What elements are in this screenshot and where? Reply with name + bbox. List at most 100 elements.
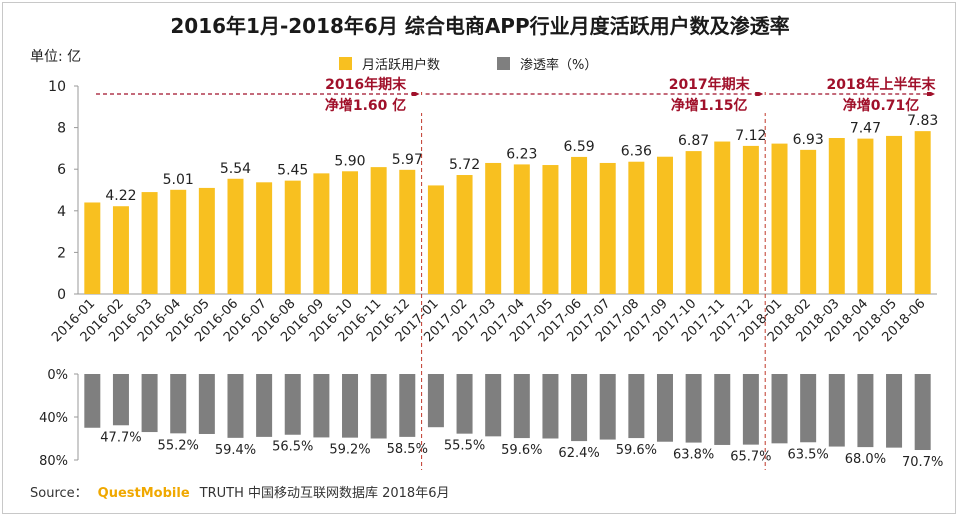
y-tick-label: 6 bbox=[57, 162, 66, 178]
y-tick-label: 10 bbox=[48, 79, 66, 95]
penetration-bar bbox=[313, 374, 330, 438]
mau-bar bbox=[284, 180, 301, 294]
legend-item-penetration: 渗透率（%） bbox=[497, 54, 597, 73]
mau-value-label: 6.93 bbox=[793, 132, 824, 148]
mau-bar bbox=[342, 171, 359, 294]
y2-tick-label: 40% bbox=[39, 411, 68, 426]
penetration-value-label: 59.6% bbox=[616, 443, 657, 458]
penetration-bar bbox=[571, 374, 588, 442]
unit-label: 单位: 亿 bbox=[30, 49, 82, 65]
mau-value-label: 6.59 bbox=[563, 139, 594, 155]
mau-value-label: 7.83 bbox=[907, 113, 938, 129]
source-brand-logo: QuestMobile bbox=[97, 486, 190, 501]
penetration-bar bbox=[886, 374, 903, 448]
mau-bar bbox=[456, 175, 473, 294]
penetration-value-label: 59.2% bbox=[329, 443, 370, 458]
source-prefix: Source： bbox=[30, 486, 88, 501]
penetration-value-label: 55.2% bbox=[158, 438, 199, 453]
penetration-value-label: 55.5% bbox=[444, 439, 485, 454]
penetration-value-label: 63.5% bbox=[787, 447, 828, 462]
mau-bar bbox=[771, 143, 788, 294]
mau-bar bbox=[141, 192, 158, 294]
mau-value-label: 5.97 bbox=[392, 152, 423, 168]
y-tick-label: 2 bbox=[57, 245, 66, 261]
penetration-value-label: 70.7% bbox=[902, 455, 943, 470]
penetration-bar bbox=[771, 374, 788, 444]
annotation-backdrop bbox=[819, 75, 943, 92]
penetration-bar bbox=[427, 374, 444, 428]
mau-bar bbox=[714, 141, 731, 294]
penetration-value-label: 62.4% bbox=[558, 446, 599, 461]
penetration-value-label: 59.4% bbox=[215, 443, 256, 458]
penetration-bar bbox=[513, 374, 530, 439]
mau-bar bbox=[571, 156, 588, 294]
annotation-backdrop bbox=[819, 96, 943, 113]
penetration-bar bbox=[685, 374, 702, 443]
mau-bar bbox=[198, 187, 215, 294]
penetration-bar bbox=[800, 374, 817, 443]
annotation-backdrop bbox=[647, 96, 772, 113]
legend-label-penetration: 渗透率（%） bbox=[520, 58, 598, 73]
y-tick-label: 0 bbox=[57, 287, 66, 303]
mau-bar bbox=[685, 151, 702, 294]
mau-value-label: 5.90 bbox=[334, 153, 365, 169]
mau-bar bbox=[227, 178, 244, 294]
mau-value-label: 5.54 bbox=[220, 161, 251, 177]
mau-bar bbox=[313, 173, 330, 294]
source-text: TRUTH 中国移动互联网数据库 2018年6月 bbox=[199, 486, 450, 501]
legend-label-mau: 月活跃用户数 bbox=[362, 58, 441, 73]
mau-bar bbox=[370, 167, 387, 294]
chart-title: 2016年1月-2018年6月 综合电商APP行业月度活跃用户数及渗透率 bbox=[170, 14, 790, 38]
mau-value-label: 5.72 bbox=[449, 157, 480, 173]
y-tick-label: 4 bbox=[57, 204, 66, 220]
y-tick-label: 8 bbox=[57, 121, 66, 137]
annotation-title: 2018年上半年末 bbox=[827, 76, 937, 93]
penetration-bar bbox=[714, 374, 731, 445]
penetration-bar bbox=[342, 374, 359, 438]
penetration-bar bbox=[170, 374, 187, 434]
penetration-bar bbox=[399, 374, 416, 437]
mau-bar bbox=[857, 138, 874, 294]
penetration-bar bbox=[485, 374, 502, 437]
mau-value-label: 5.45 bbox=[277, 163, 308, 179]
mau-value-label: 6.36 bbox=[621, 144, 652, 160]
mau-bar bbox=[742, 145, 759, 294]
mau-value-label: 4.22 bbox=[105, 188, 136, 204]
penetration-value-label: 56.5% bbox=[272, 440, 313, 455]
penetration-bar bbox=[628, 374, 645, 439]
legend-swatch-penetration bbox=[497, 57, 510, 70]
penetration-bar bbox=[370, 374, 387, 439]
penetration-bar bbox=[112, 374, 129, 426]
annotation-title: 2016年期末 bbox=[325, 76, 407, 93]
annotation-detail: 净增1.60 亿 bbox=[325, 97, 406, 114]
mau-bar bbox=[886, 135, 903, 294]
penetration-bar bbox=[828, 374, 845, 447]
mau-value-label: 5.01 bbox=[163, 172, 194, 188]
mau-value-label: 6.87 bbox=[678, 133, 709, 149]
penetration-bar bbox=[742, 374, 759, 445]
mau-bar bbox=[485, 162, 502, 294]
penetration-bar bbox=[656, 374, 673, 442]
penetration-bar bbox=[914, 374, 931, 451]
penetration-bar bbox=[84, 374, 101, 428]
penetration-bar bbox=[141, 374, 158, 433]
mau-bar bbox=[828, 138, 845, 294]
annotation-backdrop bbox=[647, 75, 772, 92]
penetration-value-label: 58.5% bbox=[387, 442, 428, 457]
penetration-bar bbox=[227, 374, 244, 438]
mau-bar bbox=[914, 131, 931, 294]
mau-bar bbox=[170, 189, 187, 294]
y2-tick-label: 0% bbox=[47, 368, 68, 383]
y2-tick-label: 80% bbox=[39, 454, 68, 469]
annotation-detail: 净增0.71亿 bbox=[843, 97, 920, 114]
annotation-title: 2017年期末 bbox=[669, 76, 751, 93]
penetration-bar bbox=[456, 374, 473, 434]
mau-value-label: 7.12 bbox=[735, 128, 766, 144]
mau-bar bbox=[656, 156, 673, 294]
legend-swatch-mau bbox=[339, 57, 352, 70]
mau-bar bbox=[628, 161, 645, 294]
annotation-backdrop bbox=[303, 96, 428, 113]
annotation-detail: 净增1.15亿 bbox=[671, 97, 748, 114]
penetration-bar bbox=[284, 374, 301, 435]
